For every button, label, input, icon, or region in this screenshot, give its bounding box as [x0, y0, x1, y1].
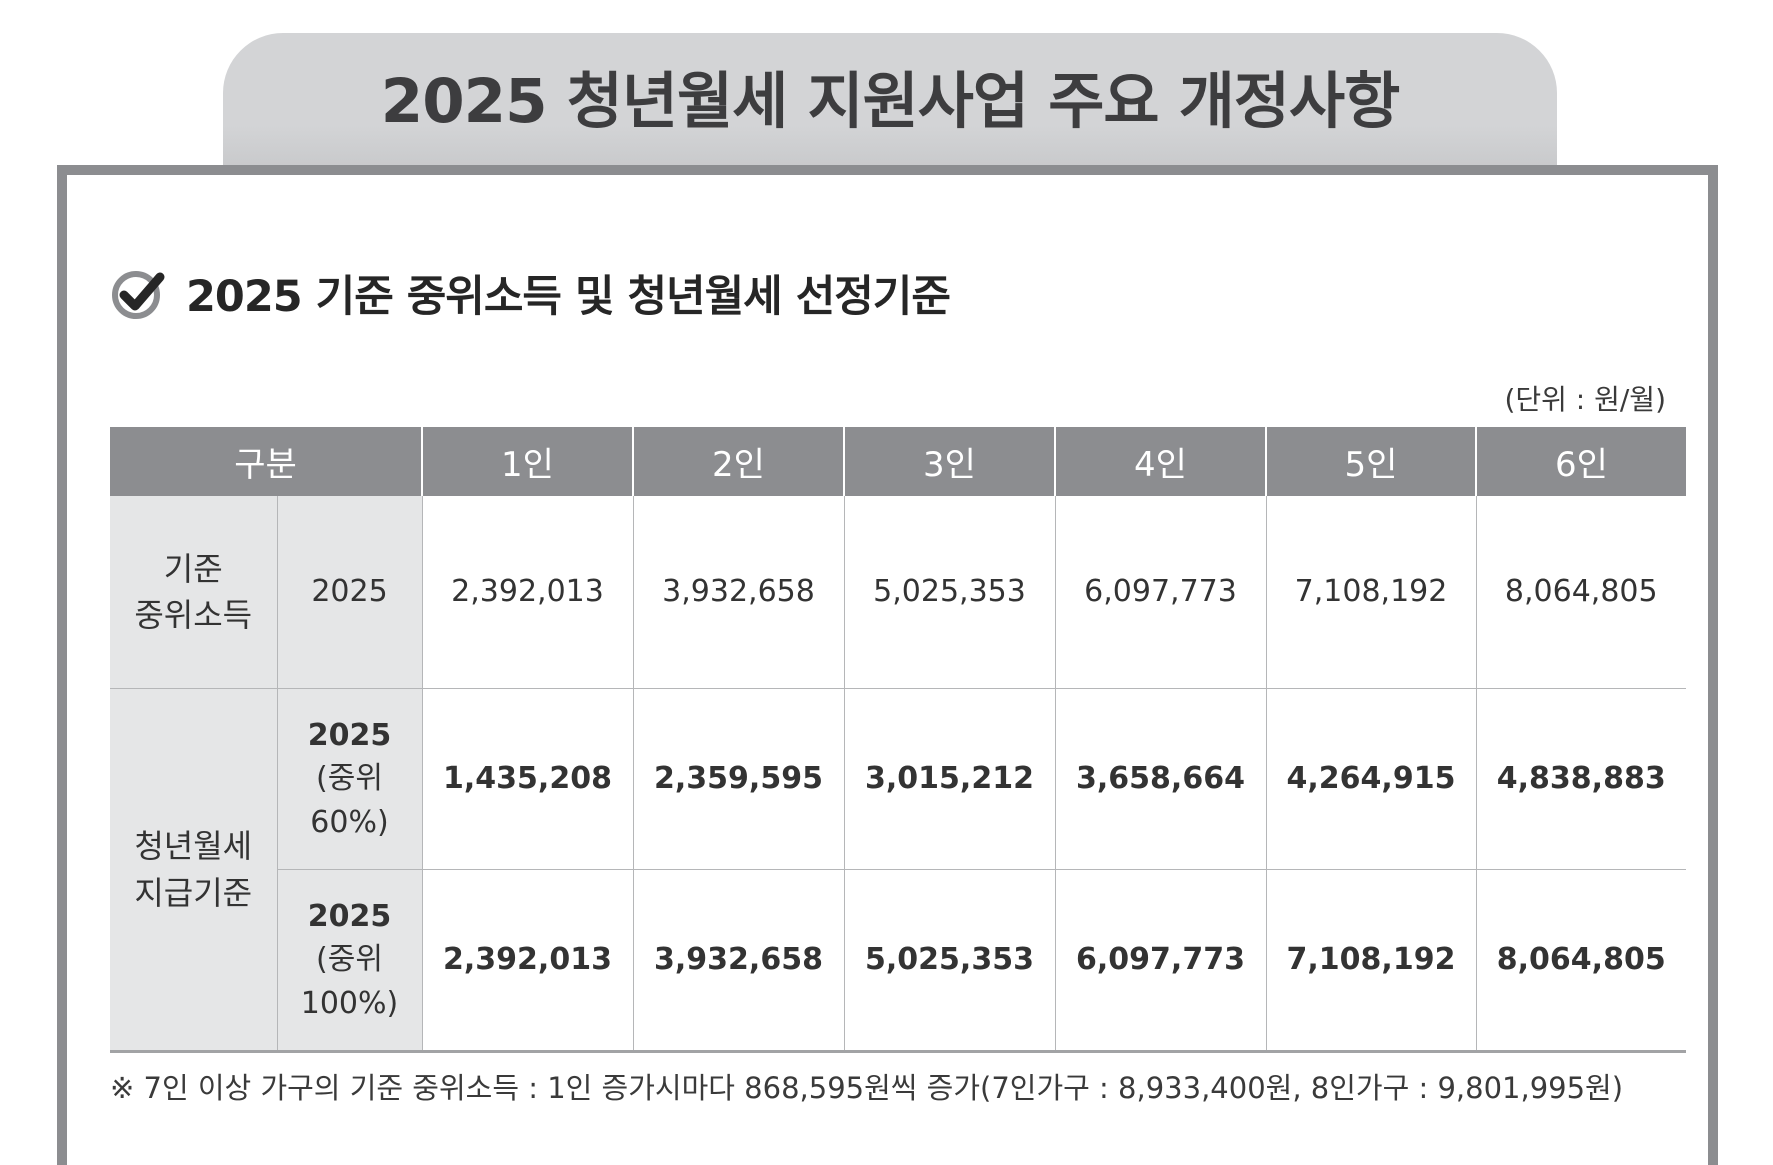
header-6person: 6인: [1475, 427, 1686, 496]
content-panel: 2025 기준 중위소득 및 청년월세 선정기준 (단위 : 원/월) 구분 1…: [57, 165, 1718, 1165]
sub-line: (중위: [316, 761, 383, 797]
value-cell: 7,108,192: [1265, 869, 1476, 1053]
table-header-row: 구분 1인 2인 3인 4인 5인 6인: [110, 427, 1686, 496]
sub-line: (중위: [316, 942, 383, 978]
table-row-base-income: 기준 중위소득 2025 2,392,013 3,932,658 5,025,3…: [110, 496, 1686, 689]
header-3person: 3인: [843, 427, 1055, 496]
section-title: 2025 기준 중위소득 및 청년월세 선정기준: [186, 272, 951, 322]
sub-label-60: 2025 (중위 60%): [276, 688, 422, 870]
sub-year: 2025: [307, 717, 392, 753]
value-cell: 6,097,773: [1054, 496, 1266, 689]
value-cell: 6,097,773: [1054, 869, 1266, 1053]
table-row-rent-60: 청년월세 지급기준 2025 (중위 60%) 1,435,208 2,359,…: [110, 688, 1686, 1053]
value-cell: 5,025,353: [843, 496, 1055, 689]
value-cell: 1,435,208: [421, 688, 633, 870]
value-cell: 2,359,595: [632, 688, 844, 870]
label-line: 기준: [163, 549, 223, 588]
header-5person: 5인: [1265, 427, 1476, 496]
row-label-base-income: 기준 중위소득: [110, 496, 277, 689]
value-cell: 3,015,212: [843, 688, 1055, 870]
sub-label-100: 2025 (중위 100%): [276, 869, 422, 1053]
section-heading: 2025 기준 중위소득 및 청년월세 선정기준: [110, 262, 951, 324]
value-cell: 3,658,664: [1054, 688, 1266, 870]
value-cell: 4,264,915: [1265, 688, 1476, 870]
check-circle-icon: [112, 271, 165, 319]
label-line: 청년월세: [134, 827, 253, 866]
label-line: 지급기준: [134, 873, 253, 912]
value-cell: 4,838,883: [1475, 688, 1686, 870]
header-category: 구분: [110, 427, 422, 496]
value-cell: 3,932,658: [632, 869, 844, 1053]
table-row-rent-100: 2025 (중위 100%) 2,392,013 3,932,658 5,025…: [110, 869, 1686, 1053]
header-2person: 2인: [632, 427, 844, 496]
title-tab: 2025 청년월세 지원사업 주요 개정사항: [223, 33, 1557, 165]
value-cell: 3,932,658: [632, 496, 844, 689]
value-cell: 5,025,353: [843, 869, 1055, 1053]
value-cell: 2,392,013: [421, 496, 633, 689]
year-cell: 2025: [276, 496, 422, 689]
sub-line: 60%): [310, 804, 389, 840]
sub-year: 2025: [307, 898, 392, 934]
value-cell: 7,108,192: [1265, 496, 1476, 689]
header-1person: 1인: [421, 427, 633, 496]
sub-line: 100%): [300, 985, 399, 1021]
value-cell: 2,392,013: [421, 869, 633, 1053]
label-line: 중위소득: [134, 596, 253, 634]
footnote: ※ 7인 이상 가구의 기준 중위소득 : 1인 증가시마다 868,595원씩…: [110, 1071, 1624, 1105]
value-cell: 8,064,805: [1475, 869, 1686, 1053]
unit-label: (단위 : 원/월): [1504, 383, 1666, 416]
page-title: 2025 청년월세 지원사업 주요 개정사항: [380, 65, 1400, 137]
header-4person: 4인: [1054, 427, 1266, 496]
value-cell: 8,064,805: [1475, 496, 1686, 689]
income-table: 구분 1인 2인 3인 4인 5인 6인 기준 중위소득 2025 2,392,…: [110, 427, 1686, 1053]
row-label-rent-support: 청년월세 지급기준: [110, 688, 277, 1053]
